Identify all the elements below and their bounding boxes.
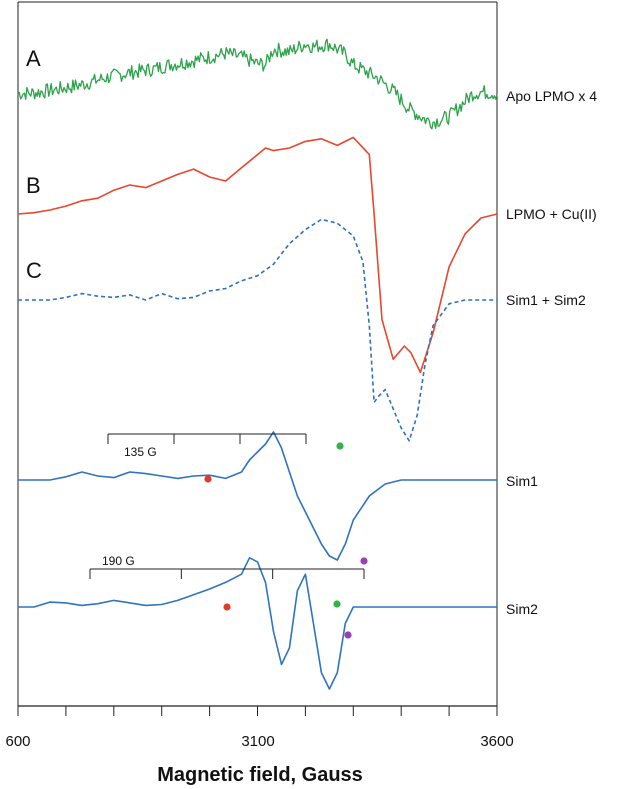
panel-letter-b: B [26, 173, 41, 198]
x-axis [17, 705, 498, 716]
traces [17, 38, 498, 690]
marker-red-sim1 [204, 475, 212, 483]
marker-green-sim1 [336, 442, 344, 450]
annotations [89, 433, 368, 639]
x-tick-label-3600: 3600 [480, 733, 513, 750]
label-lpmo-cu: LPMO + Cu(II) [506, 206, 597, 222]
plot-frame [17, 1, 498, 706]
marker-green-sim2 [333, 600, 341, 608]
panel-letter-a: A [26, 46, 41, 71]
trace-sim1-sim2 [18, 218, 497, 442]
trace-lpmo-cu-ii [17, 136, 498, 374]
marker-purple-sim2 [344, 631, 352, 639]
label-sim2: Sim2 [506, 601, 538, 617]
marker-red-sim2 [223, 603, 231, 611]
x-tick-label-600: 600 [5, 733, 30, 750]
trace-sim2 [18, 557, 497, 690]
label-sim1: Sim1 [506, 473, 538, 489]
panel-letter-c: C [26, 258, 42, 283]
splitting-label-sim1: 135 G [124, 445, 157, 459]
trace-apo-lpmo-x-4 [17, 38, 498, 130]
label-sim1-sim2: Sim1 + Sim2 [506, 292, 586, 308]
marker-purple-sim1 [360, 557, 368, 565]
label-apo-lpmo: Apo LPMO x 4 [506, 88, 597, 104]
trace-sim1 [18, 431, 497, 561]
splitting-label-sim2: 190 G [102, 554, 135, 568]
x-axis-title: Magnetic field, Gauss [157, 764, 363, 786]
x-tick-label-3100: 3100 [241, 733, 274, 750]
